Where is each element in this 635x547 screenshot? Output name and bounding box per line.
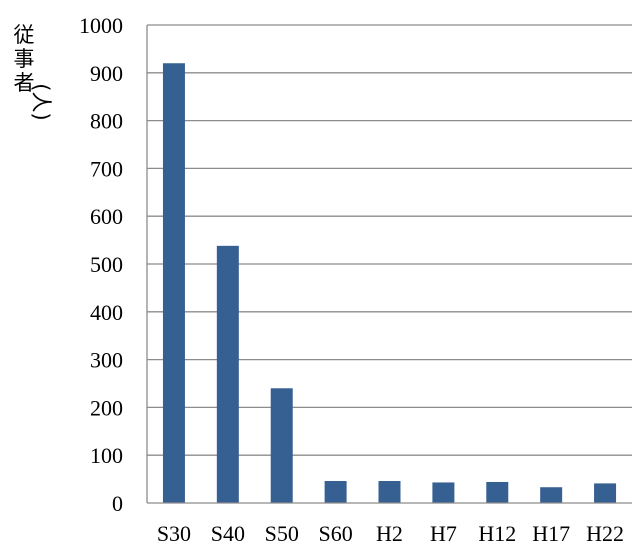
x-axis-ticks: S30 S40 S50 S60 H2 H7 H12 H17 H22 <box>157 521 624 546</box>
y-tick-label: 800 <box>90 109 123 134</box>
bar-s60 <box>324 481 347 503</box>
x-tick-label-h7: H7 <box>430 521 457 546</box>
bar-h12 <box>486 481 509 503</box>
bar-h22 <box>594 483 617 503</box>
x-tick-label-s60: S60 <box>318 521 352 546</box>
x-tick-label-s40: S40 <box>211 521 245 546</box>
y-tick-label: 500 <box>90 252 123 277</box>
y-axis-label: 従 事 者 (人) <box>14 23 54 121</box>
y-tick-label: 200 <box>90 395 123 420</box>
y-tick-label: 1000 <box>79 13 123 38</box>
bar-h7 <box>432 482 455 503</box>
y-axis-label-part-4: (人) <box>29 83 53 120</box>
bar-h17 <box>540 487 563 503</box>
x-tick-label-h17: H17 <box>532 521 570 546</box>
y-tick-label: 0 <box>112 491 123 516</box>
x-tick-label-h12: H12 <box>478 521 516 546</box>
y-tick-label: 100 <box>90 443 123 468</box>
bars <box>162 63 617 504</box>
x-tick-label-s30: S30 <box>157 521 191 546</box>
y-tick-label: 900 <box>90 61 123 86</box>
y-axis-label-part-2: 事 <box>14 47 35 71</box>
bar-s40 <box>216 245 239 503</box>
y-axis-ticks: 0 100 200 300 400 500 600 700 800 900 1000 <box>79 13 123 516</box>
x-tick-label-h22: H22 <box>586 521 624 546</box>
y-tick-label: 400 <box>90 300 123 325</box>
y-tick-label: 700 <box>90 156 123 181</box>
x-tick-label-s50: S50 <box>265 521 299 546</box>
y-axis-label-part-3: 者 <box>14 71 35 95</box>
y-tick-label: 600 <box>90 204 123 229</box>
bar-h2 <box>378 481 401 503</box>
x-tick-label-h2: H2 <box>376 521 403 546</box>
gridlines <box>147 24 632 456</box>
y-tick-label: 300 <box>90 348 123 373</box>
bar-s50 <box>270 388 293 503</box>
y-axis-label-part-1: 従 <box>14 23 35 47</box>
bar-s30 <box>162 63 185 504</box>
